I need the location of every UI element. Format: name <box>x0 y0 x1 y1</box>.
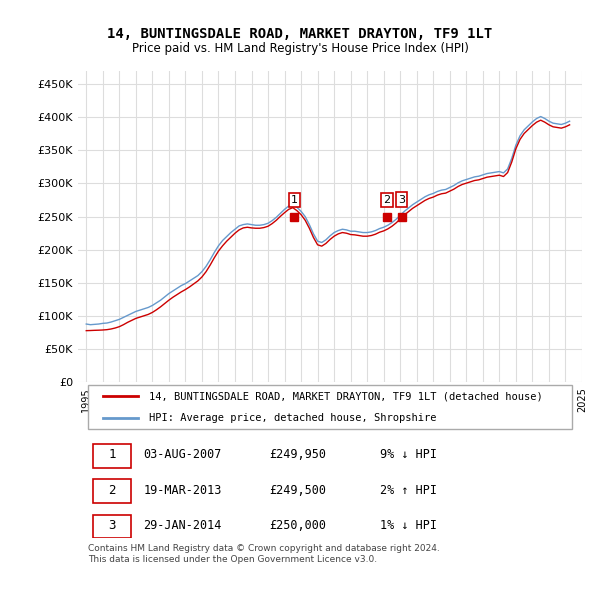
Text: 03-AUG-2007: 03-AUG-2007 <box>143 448 222 461</box>
Text: 14, BUNTINGSDALE ROAD, MARKET DRAYTON, TF9 1LT: 14, BUNTINGSDALE ROAD, MARKET DRAYTON, T… <box>107 27 493 41</box>
Text: 19-MAR-2013: 19-MAR-2013 <box>143 484 222 497</box>
Text: Price paid vs. HM Land Registry's House Price Index (HPI): Price paid vs. HM Land Registry's House … <box>131 42 469 55</box>
Text: 1% ↓ HPI: 1% ↓ HPI <box>380 519 437 532</box>
Text: 2% ↑ HPI: 2% ↑ HPI <box>380 484 437 497</box>
Text: 3: 3 <box>398 195 405 205</box>
FancyBboxPatch shape <box>93 514 131 538</box>
Text: 9% ↓ HPI: 9% ↓ HPI <box>380 448 437 461</box>
Text: 1: 1 <box>291 195 298 205</box>
Text: HPI: Average price, detached house, Shropshire: HPI: Average price, detached house, Shro… <box>149 412 436 422</box>
Text: Contains HM Land Registry data © Crown copyright and database right 2024.
This d: Contains HM Land Registry data © Crown c… <box>88 544 440 563</box>
FancyBboxPatch shape <box>88 385 572 429</box>
Text: 2: 2 <box>108 484 116 497</box>
Text: 3: 3 <box>108 519 116 532</box>
Text: 14, BUNTINGSDALE ROAD, MARKET DRAYTON, TF9 1LT (detached house): 14, BUNTINGSDALE ROAD, MARKET DRAYTON, T… <box>149 391 542 401</box>
Text: 29-JAN-2014: 29-JAN-2014 <box>143 519 222 532</box>
Text: 1: 1 <box>108 448 116 461</box>
FancyBboxPatch shape <box>93 480 131 503</box>
FancyBboxPatch shape <box>93 444 131 468</box>
Text: £249,950: £249,950 <box>269 448 326 461</box>
Text: £250,000: £250,000 <box>269 519 326 532</box>
Text: 2: 2 <box>383 195 391 205</box>
Text: £249,500: £249,500 <box>269 484 326 497</box>
